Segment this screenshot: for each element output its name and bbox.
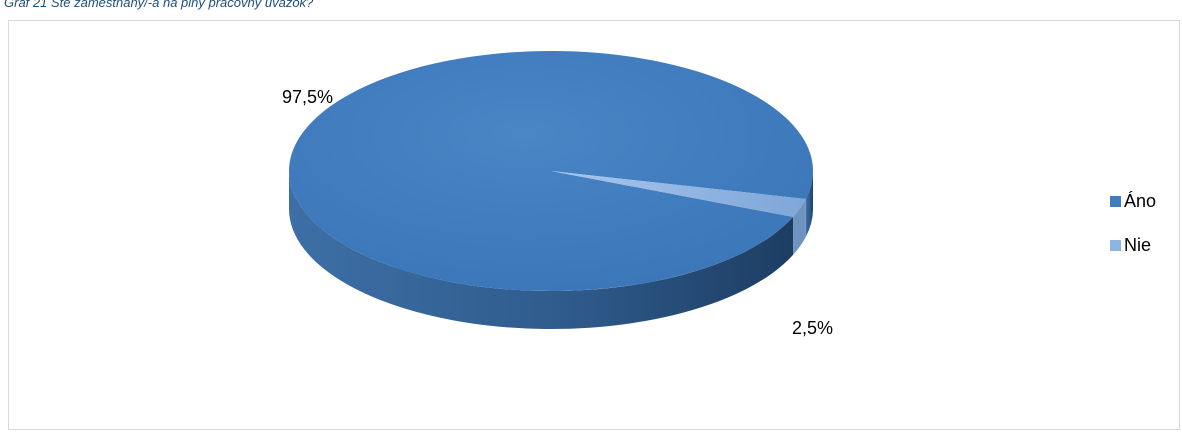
- pie-side-ano: [805, 171, 813, 238]
- legend-swatch-nie: [1110, 239, 1121, 251]
- legend-swatch-ano: [1110, 195, 1121, 207]
- data-label-nie: 2,5%: [792, 318, 833, 338]
- legend-item-nie: Nie: [1110, 234, 1156, 256]
- pie-side-ano: [289, 171, 794, 330]
- chart-caption: Graf 21 Ste zamestnaný/-á na plný pracov…: [4, 0, 314, 10]
- pie-top: [289, 50, 814, 291]
- legend-label-nie: Nie: [1124, 234, 1152, 255]
- pie-labels: 97,5% 2,5%: [282, 87, 833, 338]
- pie-slice-nie: [551, 171, 806, 217]
- pie-side: [289, 171, 813, 330]
- chart-legend: Áno Nie: [1110, 190, 1156, 278]
- pie-slice-ano: [289, 50, 814, 291]
- pie-side-nie: [793, 199, 806, 255]
- data-label-ano: 97,5%: [282, 87, 333, 107]
- legend-item-ano: Áno: [1110, 190, 1156, 212]
- legend-label-ano: Áno: [1124, 190, 1157, 211]
